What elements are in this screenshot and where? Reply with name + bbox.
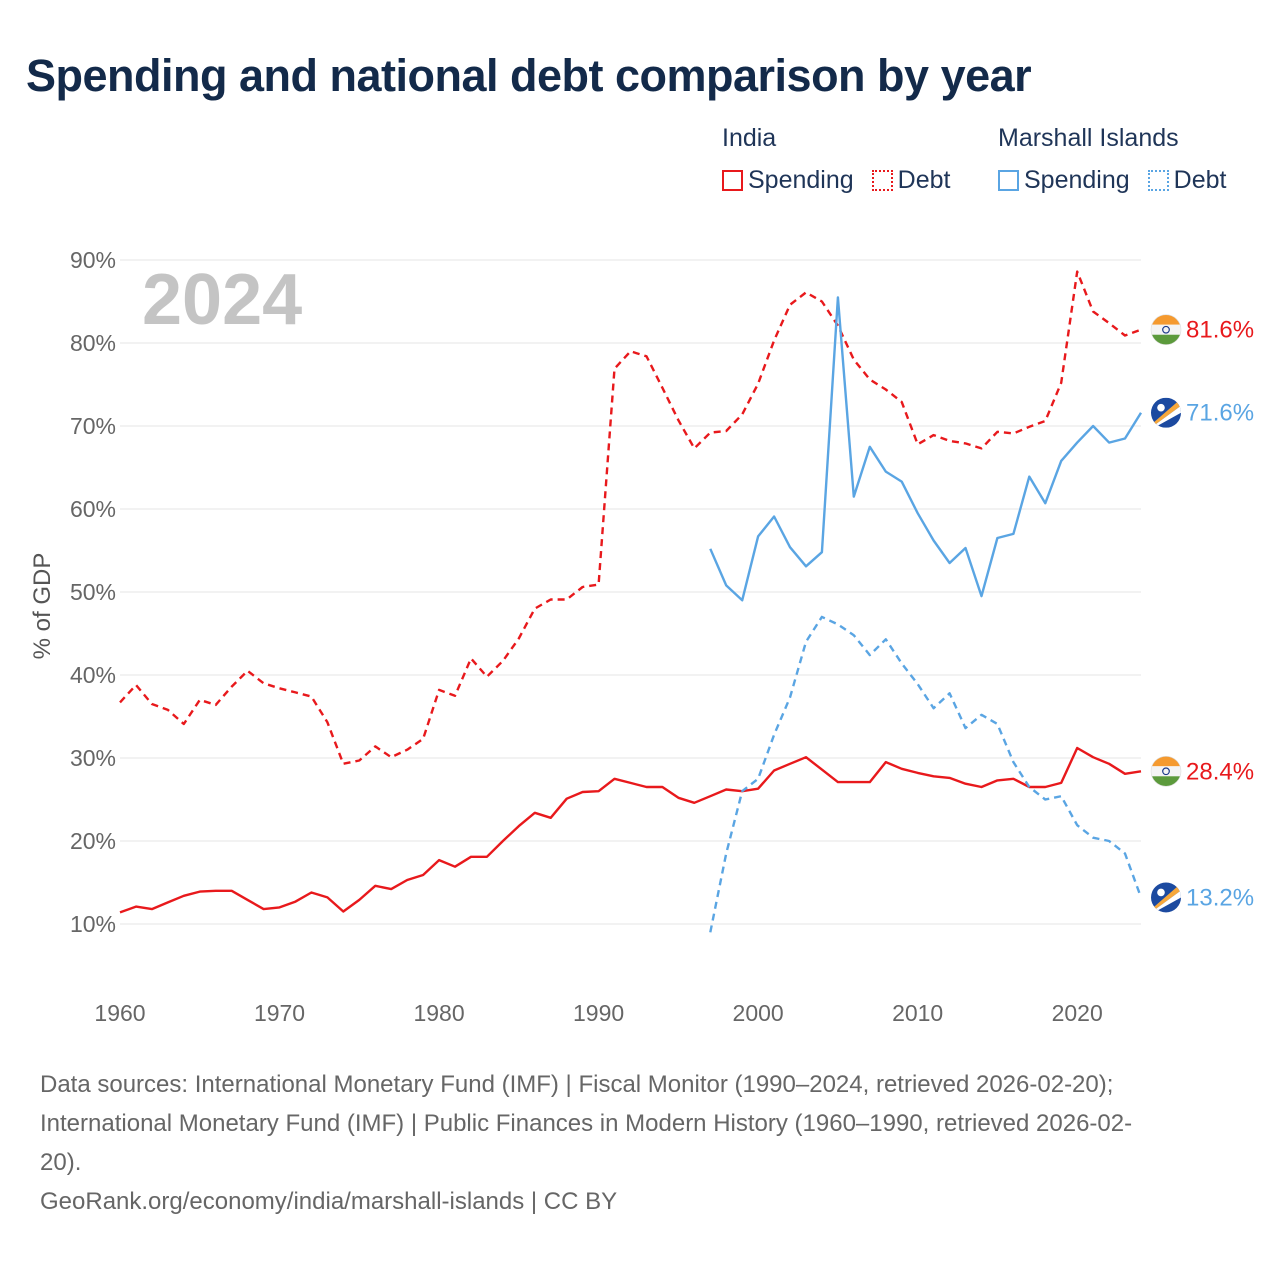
flag-india-spending-icon: [1150, 755, 1182, 787]
legend-label-india-spending: Spending: [748, 166, 854, 194]
y-tick-label: 20%: [70, 828, 116, 854]
chart-title: Spending and national debt comparison by…: [26, 50, 1032, 101]
legend-label-india-debt: Debt: [897, 166, 951, 194]
legend-group-india: India Spending Debt: [722, 124, 950, 195]
x-tick-label: 2000: [733, 1000, 784, 1026]
x-tick-label: 1980: [413, 1000, 464, 1026]
year-watermark: 2024: [142, 260, 302, 340]
x-tick-label: 1970: [254, 1000, 305, 1026]
legend-country-marshall-islands: Marshall Islands: [998, 124, 1179, 152]
footer-credit-link[interactable]: GeoRank.org/economy/india/marshall-islan…: [40, 1188, 618, 1215]
flag-marshall-islands-spending-icon: [1151, 397, 1181, 428]
y-tick-label: 70%: [70, 413, 116, 439]
y-tick-label: 10%: [70, 911, 116, 937]
end-label-marshall-islands-debt: 13.2%: [1186, 884, 1254, 911]
axis-layer: 10% 20% 30% 40% 50% 60% 70% 80% 90% 1960 1970 1980 1…: [70, 247, 1103, 1026]
end-label-india-spending: 28.4%: [1186, 758, 1254, 785]
flag-marshall-islands-debt-icon: [1151, 882, 1181, 913]
legend-item-marshall-debt[interactable]: Debt: [1147, 166, 1227, 195]
grid-layer: [120, 259, 1141, 925]
chart-plot: 2024 10% 20% 30% 40% 50% 60% 70% 80% 90% 1960 1970…: [29, 247, 1254, 1026]
series-layer: [119, 270, 1143, 933]
footer-sources-line3: 20).: [40, 1149, 82, 1176]
end-label-layer: 28.4% 81.6% 71.6% 13.2%: [1150, 314, 1254, 913]
series-line-india-spending[interactable]: [119, 746, 1142, 914]
legend-swatch-india-spending: [722, 170, 743, 191]
end-label-marshall-islands-spending: 71.6%: [1186, 400, 1254, 427]
x-tick-label: 2020: [1052, 1000, 1103, 1026]
legend-group-marshall-islands: Marshall Islands Spending Debt: [998, 124, 1226, 195]
y-axis-label: % of GDP: [29, 553, 56, 660]
footer-sources-line2: International Monetary Fund (IMF) | Publ…: [40, 1110, 1133, 1137]
series-line-marshall-islands-debt[interactable]: [709, 615, 1143, 933]
legend-country-india: India: [722, 124, 777, 152]
y-tick-label: 40%: [70, 662, 116, 688]
legend-item-india-spending[interactable]: Spending: [722, 166, 854, 195]
series-line-india-debt[interactable]: [119, 270, 1142, 765]
footer-sources-line1: Data sources: International Monetary Fun…: [40, 1071, 1114, 1098]
y-tick-label: 90%: [70, 247, 116, 273]
legend-swatch-india-debt: [871, 170, 893, 191]
flag-india-debt-icon: [1150, 314, 1182, 346]
y-tick-label: 80%: [70, 330, 116, 356]
legend-item-marshall-spending[interactable]: Spending: [998, 166, 1130, 195]
legend-swatch-marshall-spending: [998, 170, 1019, 191]
series-line-marshall-islands-spending[interactable]: [709, 296, 1143, 602]
legend-item-india-debt[interactable]: Debt: [871, 166, 951, 195]
y-tick-label: 60%: [70, 496, 116, 522]
x-tick-label: 1990: [573, 1000, 624, 1026]
y-tick-label: 30%: [70, 745, 116, 771]
legend-swatch-marshall-debt: [1147, 170, 1169, 191]
y-tick-label: 50%: [70, 579, 116, 605]
end-label-india-debt: 81.6%: [1186, 317, 1254, 344]
x-tick-label: 1960: [94, 1000, 145, 1026]
legend-label-marshall-debt: Debt: [1173, 166, 1227, 194]
x-tick-label: 2010: [892, 1000, 943, 1026]
legend-label-marshall-spending: Spending: [1024, 166, 1130, 194]
